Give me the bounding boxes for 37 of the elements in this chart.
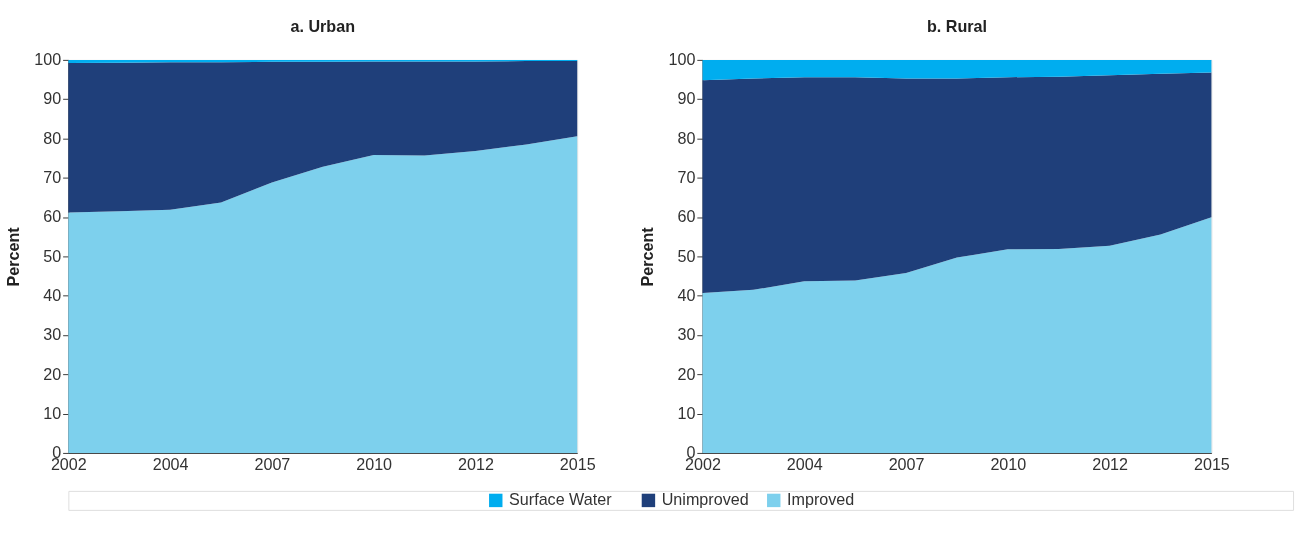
y-tick-label: 60 xyxy=(43,207,62,226)
y-tick-label: 90 xyxy=(677,89,696,108)
y-tick-label: 20 xyxy=(43,364,62,383)
y-tick-label: 80 xyxy=(43,128,62,147)
y-tick-label: 30 xyxy=(677,325,696,344)
y-tick-label: 30 xyxy=(43,325,62,344)
x-tick-label: 2015 xyxy=(559,454,596,473)
y-tick-label: 70 xyxy=(677,168,696,187)
x-tick-label: 2004 xyxy=(786,454,823,473)
legend-label: Improved xyxy=(787,490,855,509)
y-tick-label: 40 xyxy=(43,285,62,304)
chart-title: a. Urban xyxy=(290,17,356,36)
x-tick-label: 2007 xyxy=(254,454,291,473)
x-tick-label: 2012 xyxy=(457,454,494,473)
x-tick-label: 2015 xyxy=(1193,454,1230,473)
y-tick-label: 60 xyxy=(677,207,696,226)
y-tick-label: 100 xyxy=(668,50,696,69)
y-tick-label: 10 xyxy=(677,403,696,422)
x-tick-label: 2012 xyxy=(1092,454,1129,473)
y-tick-label: 50 xyxy=(43,246,62,265)
y-axis-title: Percent xyxy=(638,226,657,287)
x-tick-label: 2004 xyxy=(152,454,189,473)
legend-label: Surface Water xyxy=(509,490,613,509)
y-tick-label: 40 xyxy=(677,285,696,304)
y-tick-label: 10 xyxy=(43,403,62,422)
y-axis-title: Percent xyxy=(4,226,23,287)
x-tick-label: 2010 xyxy=(990,454,1027,473)
legend-label: Unimproved xyxy=(661,490,749,509)
y-tick-label: 70 xyxy=(43,168,62,187)
chart-title: b. Rural xyxy=(926,17,987,36)
y-tick-label: 50 xyxy=(677,246,696,265)
y-tick-label: 20 xyxy=(677,364,696,383)
y-tick-label: 80 xyxy=(677,128,696,147)
x-tick-label: 2010 xyxy=(356,454,393,473)
y-tick-label: 90 xyxy=(43,89,62,108)
x-tick-label: 2007 xyxy=(888,454,925,473)
y-tick-label: 100 xyxy=(34,50,62,69)
